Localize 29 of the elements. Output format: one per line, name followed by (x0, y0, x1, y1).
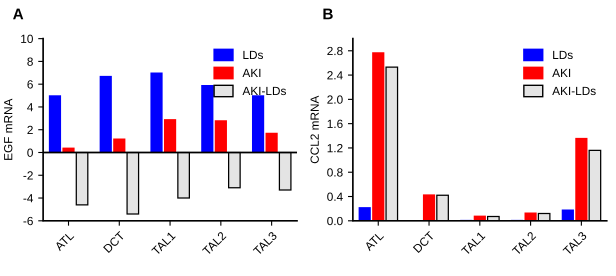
y-tick-label: -6 (23, 216, 33, 226)
y-tick-label: 2 (27, 126, 33, 134)
y-tick-label: 10 (21, 34, 33, 44)
y-tick-label: 2.4 (327, 71, 343, 80)
y-tick-label: 1.2 (328, 144, 343, 152)
y-axis-title: CCL2 mRNA (310, 96, 319, 164)
y-tick-label: 4 (27, 103, 34, 112)
x-tick-label: ATL (54, 231, 74, 252)
y-tick-label: 0.0 (327, 216, 343, 226)
y-tick-label: -2 (23, 171, 33, 180)
legend-label: AKI-LDs (552, 86, 596, 96)
y-tick-label: 6 (27, 80, 33, 89)
legend-label: AKI (552, 68, 570, 77)
y-tick-label: 8 (27, 57, 33, 66)
legend-label: LDs (553, 50, 573, 60)
y-tick-label: 2.8 (327, 46, 343, 56)
legend-label: AKI (242, 68, 260, 77)
y-tick-label: -4 (23, 194, 34, 202)
chart-title: B (323, 8, 333, 20)
x-tick-label: ATL (364, 231, 384, 252)
y-tick-label: 2.0 (327, 95, 343, 104)
chart-title: A (13, 8, 24, 20)
legend-label: AKI-LDs (242, 86, 286, 96)
y-tick-label: 1.6 (328, 120, 343, 128)
y-tick-label: 0 (27, 148, 33, 157)
y-axis-title: EGF mRNA (4, 98, 12, 160)
y-tick-label: 0.4 (327, 192, 343, 201)
y-tick-label: 0.8 (327, 168, 343, 177)
legend-label: LDs (243, 50, 263, 60)
